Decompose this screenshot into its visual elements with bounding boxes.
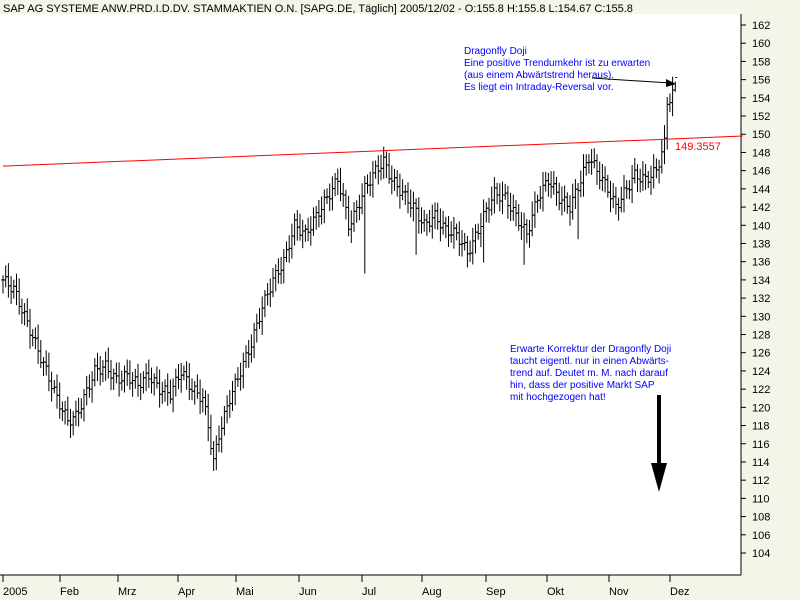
chart-title: SAP AG SYSTEME ANW.PRD.I.D.DV. STAMMAKTI… (3, 3, 633, 15)
y-tick-label: 156 (752, 75, 770, 87)
x-tick-label: Jun (299, 586, 317, 598)
time-axis-area (0, 575, 800, 600)
y-axis: 104 106 108 110 112 114 116 118 120 122 124 126 128 1… (741, 20, 770, 560)
y-tick-label: 162 (752, 20, 770, 32)
y-tick-label: 136 (752, 257, 770, 269)
x-tick-label: Aug (422, 586, 442, 598)
y-tick-label: 138 (752, 238, 770, 250)
ohlc-bars (1, 76, 678, 471)
y-tick-label: 120 (752, 402, 770, 414)
x-tick-label: Mai (236, 586, 254, 598)
overlays: 149.3557 Dragonfly Doji Eine positive Tren… (2, 46, 743, 492)
y-tick-label: 160 (752, 38, 770, 50)
annotation-dragonfly-doji: Dragonfly Doji Eine positive Trendumkehr … (464, 46, 650, 93)
y-tick-label: 112 (752, 475, 770, 487)
y-tick-label: 142 (752, 202, 770, 214)
y-tick-label: 118 (752, 421, 770, 433)
y-tick-label: 130 (752, 311, 770, 323)
x-tick-label: Apr (178, 586, 195, 598)
x-tick-label: Nov (609, 586, 629, 598)
y-tick-label: 158 (752, 56, 770, 68)
y-tick-label: 108 (752, 512, 770, 524)
y-tick-label: 110 (752, 493, 770, 505)
y-tick-label: 128 (752, 330, 770, 342)
down-arrow-head (651, 463, 667, 492)
y-tick-label: 116 (752, 439, 770, 451)
y-tick-label: 146 (752, 166, 770, 178)
y-tick-label: 150 (752, 129, 770, 141)
y-tick-label: 104 (752, 548, 770, 560)
resistance-value-label: 149.3557 (675, 141, 721, 153)
annotation-arrow-line (591, 77, 671, 84)
ohlc-bar (673, 76, 678, 92)
y-tick-label: 148 (752, 147, 770, 159)
x-tick-label: Dez (670, 586, 690, 598)
x-tick-label: Okt (547, 586, 564, 598)
y-tick-label: 152 (752, 111, 770, 123)
y-tick-label: 134 (752, 275, 770, 287)
resistance-line (2, 135, 743, 167)
x-tick-label: Jul (362, 586, 376, 598)
price-axis-area (741, 14, 800, 575)
x-tick-label: 2005 (3, 586, 27, 598)
down-arrow-shaft (657, 395, 661, 475)
y-tick-label: 154 (752, 93, 770, 105)
y-tick-label: 132 (752, 293, 770, 305)
x-tick-label: Mrz (118, 586, 136, 598)
y-tick-label: 106 (752, 530, 770, 542)
y-tick-label: 140 (752, 220, 770, 232)
annotation-arrow-head (666, 79, 676, 87)
y-tick-label: 114 (752, 457, 770, 469)
y-tick-label: 144 (752, 184, 770, 196)
x-axis: 2005 Feb Mrz Apr Mai Jun Jul Aug Sep Okt Nov Dez (2, 575, 690, 598)
y-tick-label: 122 (752, 384, 770, 396)
x-tick-label: Feb (60, 586, 79, 598)
y-tick-label: 124 (752, 366, 770, 378)
y-tick-label: 126 (752, 348, 770, 360)
annotation-correction: Erwarte Korrektur der Dragonfly Doji tauc… (510, 344, 671, 403)
x-tick-label: Sep (486, 586, 506, 598)
plot-area (0, 14, 741, 575)
